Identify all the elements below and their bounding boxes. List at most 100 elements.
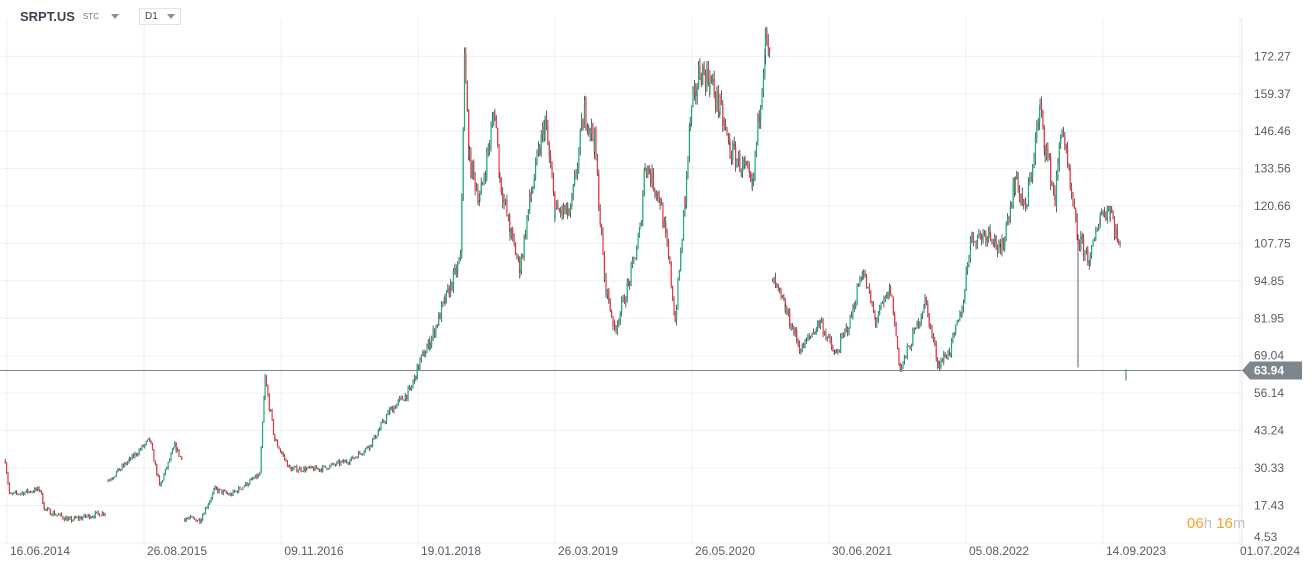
- candle-body: [737, 153, 740, 161]
- candle: [344, 459, 346, 463]
- candle: [452, 267, 455, 294]
- candle-body: [1047, 148, 1049, 156]
- candle: [793, 325, 795, 336]
- candle-body: [821, 320, 823, 322]
- candle-body: [239, 487, 241, 490]
- candle: [720, 90, 722, 106]
- candle: [315, 465, 318, 470]
- candle-body: [781, 295, 784, 298]
- candle: [1051, 180, 1053, 187]
- candle-body: [406, 394, 408, 400]
- candle-body: [652, 169, 655, 191]
- candle-body: [383, 420, 385, 423]
- candle-body: [1111, 208, 1113, 213]
- candle: [330, 463, 332, 467]
- candle-body: [98, 513, 101, 517]
- candle-body: [36, 487, 39, 490]
- y-tick-label: 56.14: [1254, 386, 1284, 400]
- candle-body: [89, 514, 91, 519]
- candle: [702, 63, 704, 86]
- candle-body: [60, 513, 63, 517]
- candle-body: [415, 375, 417, 380]
- candle: [598, 169, 600, 212]
- candle-body: [780, 289, 782, 296]
- candle-body: [659, 200, 661, 206]
- candle-body: [628, 281, 630, 283]
- candle: [968, 254, 970, 268]
- candle: [750, 170, 752, 183]
- candle: [833, 349, 835, 355]
- x-tick-label: 26.05.2020: [695, 544, 755, 558]
- candle: [507, 214, 509, 222]
- candle: [349, 458, 351, 465]
- candle: [70, 516, 73, 523]
- candle: [338, 459, 341, 467]
- candle: [853, 301, 855, 312]
- candle-body: [874, 311, 876, 319]
- candle-body: [883, 298, 885, 303]
- candle: [406, 394, 408, 402]
- candle: [786, 305, 788, 315]
- candle: [278, 446, 280, 450]
- candle-body: [540, 134, 542, 155]
- candle: [60, 512, 63, 517]
- candle-body: [63, 518, 65, 521]
- candle-body: [315, 466, 318, 470]
- candle: [463, 47, 466, 131]
- candle-body: [745, 161, 748, 166]
- candle-body: [819, 320, 821, 327]
- candle-body: [713, 78, 715, 96]
- candle-body: [678, 270, 680, 280]
- candle: [400, 395, 402, 401]
- candle-body: [4, 460, 6, 464]
- candle: [159, 483, 161, 486]
- candle-body: [920, 315, 922, 323]
- candle-body: [520, 255, 522, 273]
- candle: [149, 437, 151, 443]
- candle: [967, 262, 969, 275]
- candle: [202, 513, 204, 522]
- candle: [418, 364, 420, 371]
- candle-body: [463, 54, 466, 131]
- candle-body: [870, 290, 872, 303]
- candle-body: [533, 178, 535, 188]
- candle: [1005, 221, 1007, 242]
- candle-body: [1054, 200, 1056, 207]
- timeframe-dropdown[interactable]: D1: [139, 8, 181, 25]
- candle-body: [682, 212, 685, 241]
- candle-body: [293, 467, 295, 469]
- candle: [415, 375, 417, 382]
- candle-body: [381, 420, 384, 424]
- candle: [898, 347, 900, 366]
- candle: [995, 235, 997, 250]
- candle: [185, 517, 187, 523]
- candle-body: [940, 359, 942, 369]
- candle-body: [1036, 127, 1038, 138]
- candle: [619, 311, 621, 326]
- candle: [910, 343, 913, 352]
- candle-body: [988, 227, 990, 238]
- candle: [198, 518, 200, 521]
- candle: [284, 453, 286, 461]
- symbol-selector[interactable]: SRPT.US STC: [20, 9, 119, 24]
- candle-body: [364, 448, 367, 452]
- candle: [1087, 246, 1089, 266]
- candle: [340, 460, 342, 466]
- candle: [689, 116, 691, 132]
- candle: [859, 275, 861, 287]
- candle: [503, 193, 505, 210]
- candle: [876, 317, 878, 329]
- candle-body: [662, 203, 664, 228]
- candle-body: [282, 453, 284, 456]
- candle: [945, 354, 948, 360]
- candle: [466, 80, 468, 113]
- candle: [1002, 237, 1004, 251]
- candle: [436, 323, 438, 329]
- candle: [884, 294, 886, 303]
- candle: [285, 458, 287, 462]
- candle: [303, 466, 305, 473]
- candle-body: [320, 469, 322, 472]
- candle-body: [86, 516, 88, 518]
- candle: [281, 450, 283, 455]
